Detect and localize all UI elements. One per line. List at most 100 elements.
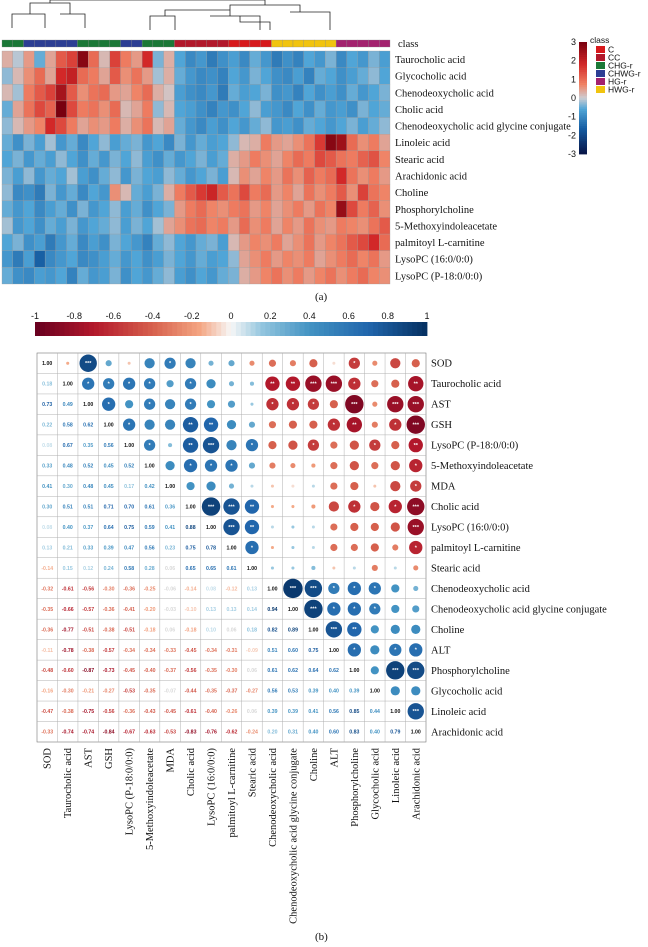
heatmap-row-label: LysoPC (P-18:0/0:0) [395,271,483,282]
correlation-value: -0.16 [41,689,53,695]
correlation-value: -0.30 [103,586,115,592]
correlation-circle [286,398,300,411]
colorbar-tick-label: -3 [568,149,576,159]
heatmap-cell [368,183,380,201]
heatmap-cell [44,67,57,85]
colorbar-segment [579,150,587,153]
heatmap-cell [55,100,67,118]
correlation-row-label: Chenodeoxycholic acid glycine conjugate [431,604,607,615]
significance-mark: *** [208,443,215,449]
heatmap-cell [12,84,24,102]
correlation-value: -0.53 [123,689,135,695]
correlation-value: -0.84 [103,730,115,736]
correlation-value: 0.78 [206,545,216,551]
heatmap-cell [174,250,186,268]
heatmap-cell [282,134,294,152]
colorbar-segment [157,322,163,336]
heatmap-cell [249,217,261,235]
heatmap-cell [152,150,164,168]
colorbar-segment [407,322,413,336]
heatmap-cell [238,117,251,135]
significance-mark: *** [310,607,317,613]
correlation-circle [348,377,361,390]
correlation-value: -0.78 [62,648,74,654]
colorbar-tick-label: 3 [571,37,576,47]
heatmap-cell [282,84,294,102]
correlation-circle [345,394,364,414]
correlation-value: -0.51 [123,627,135,633]
correlation-circle [411,686,421,696]
heatmap-cell [282,150,294,168]
correlation-value: -0.14 [185,586,197,592]
correlation-column-label: Choline [309,748,320,782]
correlation-value: 0.75 [124,525,134,531]
correlation-value: 0.61 [226,566,236,572]
correlation-circle [66,361,70,365]
colorbar-segment [579,103,587,106]
correlation-value: -0.27 [246,689,258,695]
heatmap-cell [228,134,240,152]
correlation-value: -0.06 [164,586,176,592]
correlation-diagonal-value: 1.00 [185,504,195,510]
correlation-circle [103,378,115,390]
significance-mark: ** [352,422,357,428]
heatmap-cell [195,250,207,268]
heatmap-cell [303,100,315,118]
heatmap-cell [44,100,57,118]
colorbar-segment [206,322,212,336]
significance-mark: * [353,361,356,367]
colorbar-segment [338,322,345,336]
heatmap-cell [282,100,294,118]
heatmap-cell [163,67,175,85]
correlation-value: -0.40 [205,709,217,715]
colorbar-segment [88,322,95,336]
heatmap-cell [185,267,197,285]
heatmap-cell [109,267,121,285]
correlation-circle [290,463,296,469]
heatmap-cell [271,250,283,268]
heatmap-cell [303,67,315,85]
correlation-circle [127,361,131,365]
heatmap-cell [141,183,154,201]
heatmap-cell [1,183,13,201]
annotation-cell [357,39,369,48]
heatmap-cell [357,67,369,85]
correlation-value: -0.62 [226,730,238,736]
heatmap-cell [282,167,294,185]
colorbar-segment [196,322,202,336]
heatmap-cell [98,250,110,268]
correlation-circle [407,395,424,413]
colorbar-segment [226,322,232,336]
heatmap-cell [12,200,24,218]
colorbar-segment [54,322,60,336]
correlation-circle [122,418,136,431]
colorbar-segment [319,322,325,336]
correlation-circle [370,501,380,512]
significance-mark: * [251,545,254,551]
heatmap-cell [206,217,218,235]
correlation-value: -0.67 [123,730,135,736]
correlation-diagonal-value: 1.00 [288,607,298,613]
colorbar-segment [579,133,587,136]
heatmap-cell [271,183,283,201]
correlation-value: -0.57 [103,648,115,654]
correlation-value: 0.24 [104,566,114,572]
heatmap-cell [77,233,89,251]
heatmap-cell [120,167,132,185]
heatmap-cell [238,100,251,118]
heatmap-cell [34,100,46,118]
heatmap-cell [228,100,240,118]
significance-mark: *** [413,668,420,674]
heatmap-cell [23,100,35,118]
heatmap-row-label: Glycocholic acid [395,72,467,83]
heatmap-cell [131,117,143,135]
heatmap-cell [195,167,207,185]
correlation-value: -0.61 [185,709,197,715]
heatmap-cell [325,217,337,235]
colorbar-segment [579,68,587,71]
heatmap-cell [152,67,164,85]
heatmap-cell [249,200,261,218]
correlation-value: 0.40 [329,689,339,695]
heatmap-cell [346,150,358,168]
annotation-cell [249,39,261,48]
